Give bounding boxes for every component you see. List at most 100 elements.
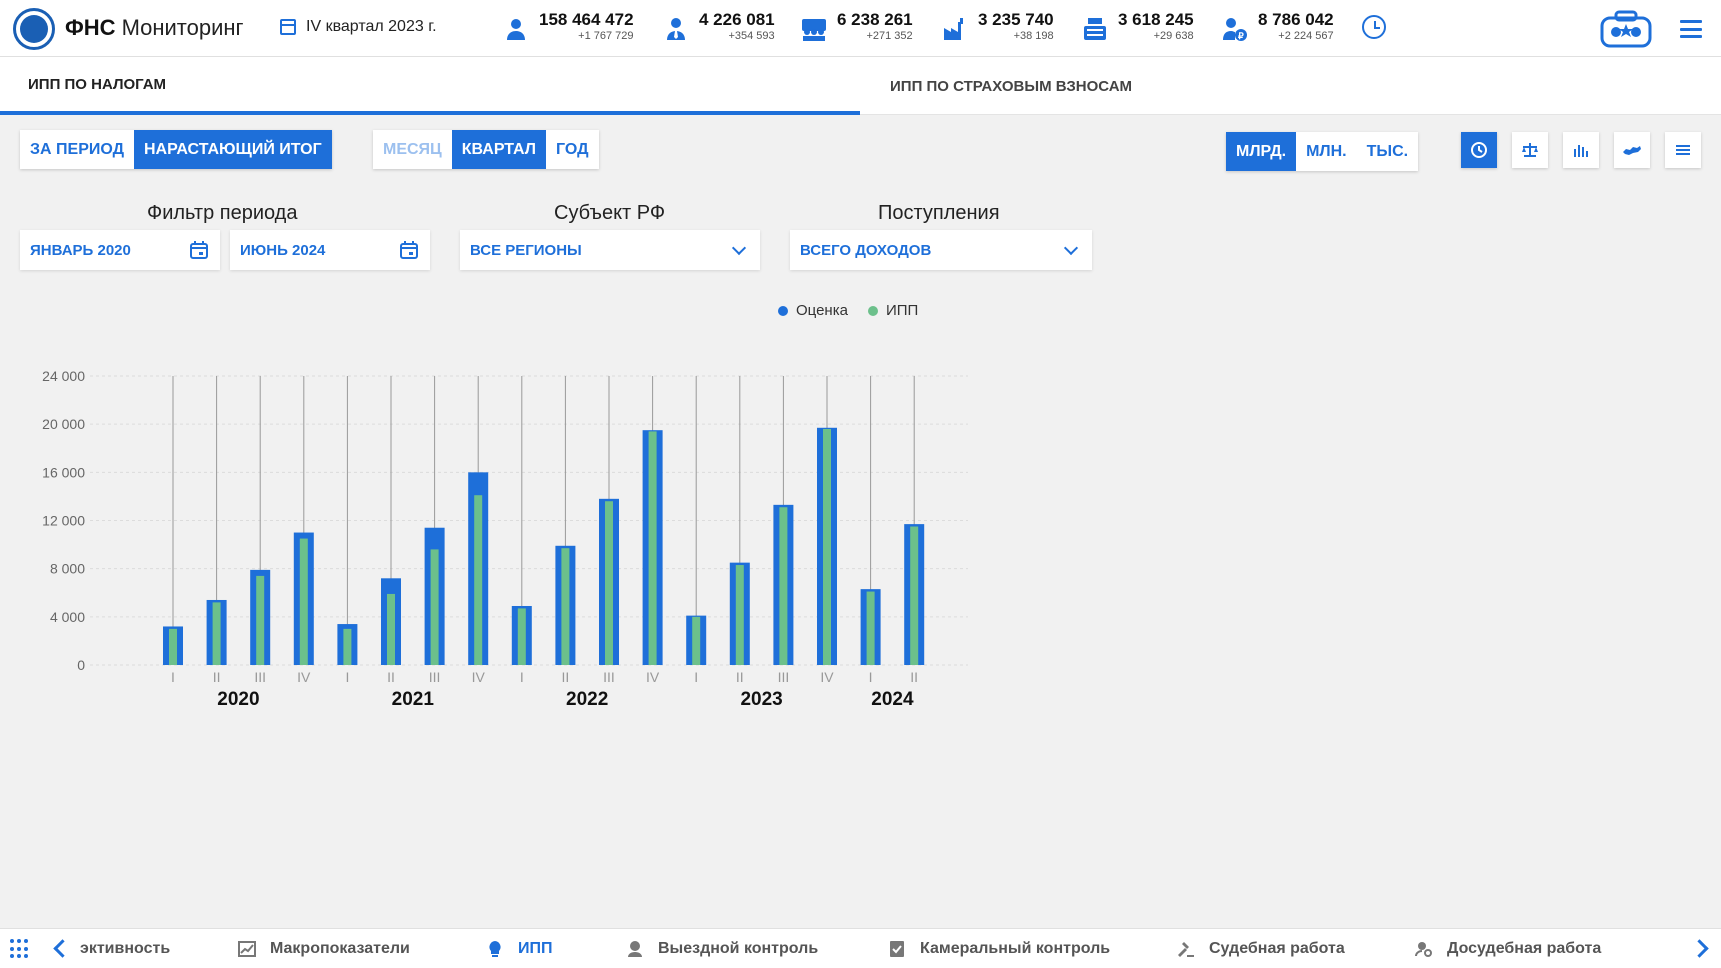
calendar-icon: [280, 19, 296, 35]
legend-label: ИПП: [885, 302, 919, 319]
russia-map-icon: [1623, 146, 1641, 155]
scroll-left-icon[interactable]: [53, 939, 72, 958]
y-tick-label: 24 000: [42, 368, 85, 384]
period-to-value: ИЮНЬ 2024: [240, 241, 326, 259]
legend-item-ipp[interactable]: ИПП: [867, 302, 919, 319]
brand-bold: ФНС: [65, 15, 116, 40]
nav-label: Макропоказатели: [270, 940, 410, 957]
year-label: 2020: [217, 689, 259, 710]
y-tick-label: 12 000: [42, 513, 85, 529]
mode-toggle: ЗА ПЕРИОД НАРАСТАЮЩИЙ ИТОГ: [20, 130, 332, 169]
x-tick-label: I: [694, 669, 698, 685]
nav-desk-control[interactable]: Камеральный контроль: [888, 929, 1110, 968]
stat-delta: +1 767 729: [578, 30, 634, 42]
x-tick-label: II: [736, 669, 744, 685]
bar-ipp: [387, 593, 395, 665]
stat-self-employed[interactable]: ₽ 8 786 042 +2 224 567: [1222, 10, 1334, 48]
period-from-field[interactable]: ЯНВАРЬ 2020: [20, 230, 220, 270]
nav-ipp[interactable]: ИПП: [486, 929, 553, 968]
person-tie-icon: [667, 18, 685, 40]
location-person-icon: [628, 941, 642, 957]
nav-pretrial[interactable]: Досудебная работа: [1415, 929, 1601, 968]
map-button[interactable]: [1614, 132, 1650, 168]
legend-item-estimate[interactable]: Оценка: [778, 302, 848, 319]
x-tick-label: III: [429, 669, 441, 685]
stat-value: 3 618 245: [1118, 10, 1194, 29]
year-label: 2023: [740, 689, 782, 710]
robot-assistant-icon[interactable]: [1598, 10, 1654, 48]
cumulative-button[interactable]: НАРАСТАЮЩИЙ ИТОГ: [134, 130, 332, 169]
bar-ipp: [474, 495, 483, 665]
bar-ipp: [517, 608, 526, 665]
x-tick-label: I: [171, 669, 175, 685]
x-tick-label: I: [520, 669, 524, 685]
stat-delta: +354 593: [728, 30, 775, 42]
for-period-button[interactable]: ЗА ПЕРИОД: [20, 130, 134, 169]
bar-chart-button[interactable]: [1563, 132, 1599, 168]
report-period-label: IV квартал 2023 г.: [306, 18, 437, 35]
income-select-value: ВСЕГО ДОХОДОВ: [800, 241, 932, 259]
period-filter-label: Фильтр периода: [147, 202, 298, 224]
bar-ipp: [430, 549, 439, 665]
bar-ipp: [823, 428, 831, 665]
clock-icon[interactable]: [1362, 15, 1386, 39]
stat-cash-registers[interactable]: 3 618 245 +29 638: [1082, 10, 1194, 48]
period-to-field[interactable]: ИЮНЬ 2024: [230, 230, 430, 270]
nav-court[interactable]: Судебная работа: [1177, 929, 1345, 968]
x-tick-label: IV: [820, 669, 834, 685]
bar-ipp: [256, 575, 265, 665]
tab-ipp-insurance[interactable]: ИПП ПО СТРАХОВЫМ ВЗНОСАМ: [890, 77, 1133, 95]
scales-icon: [1522, 143, 1538, 157]
x-tick-label: III: [778, 669, 790, 685]
x-tick-label: III: [254, 669, 266, 685]
checklist-icon: [890, 941, 904, 957]
month-button[interactable]: МЕСЯЦ: [373, 130, 452, 169]
x-tick-label: IV: [646, 669, 660, 685]
income-select[interactable]: ВСЕГО ДОХОДОВ: [790, 230, 1092, 270]
y-tick-label: 0: [77, 657, 85, 673]
year-button[interactable]: ГОД: [546, 130, 599, 169]
stat-entrepreneurs[interactable]: 4 226 081 +354 593: [663, 10, 775, 48]
bar-ipp: [343, 628, 352, 665]
nav-label: Выездной контроль: [658, 940, 819, 957]
x-tick-label: II: [213, 669, 221, 685]
granularity-toggle: МЕСЯЦ КВАРТАЛ ГОД: [373, 130, 599, 169]
cash-register-icon: [1084, 18, 1106, 40]
thousands-button[interactable]: ТЫС.: [1356, 132, 1419, 171]
year-label: 2024: [871, 689, 914, 710]
stat-individuals[interactable]: 158 464 472 +1 767 729: [503, 10, 634, 48]
bar-chart-icon: [1574, 145, 1588, 157]
hamburger-menu-icon[interactable]: [1680, 20, 1702, 38]
region-select[interactable]: ВСЕ РЕГИОНЫ: [460, 230, 760, 270]
stat-delta: +38 198: [1013, 30, 1054, 42]
bar-ipp: [866, 591, 875, 665]
fns-logo-icon[interactable]: [13, 8, 55, 50]
bar-ipp: [692, 616, 701, 665]
bar-ipp: [561, 548, 570, 665]
quarter-button[interactable]: КВАРТАЛ: [451, 130, 547, 169]
stat-groups[interactable]: 6 238 261 +271 352: [801, 10, 913, 48]
stat-organizations[interactable]: 3 235 740 +38 198: [942, 10, 1054, 48]
nav-field-control[interactable]: Выездной контроль: [626, 929, 818, 968]
nav-efficiency[interactable]: эктивность: [80, 929, 170, 968]
table-button[interactable]: [1665, 132, 1701, 168]
bar-ipp: [169, 628, 177, 665]
millions-button[interactable]: МЛН.: [1296, 132, 1357, 171]
apps-grid-icon[interactable]: [10, 939, 30, 959]
history-button[interactable]: [1461, 132, 1497, 168]
region-filter-label: Субъект РФ: [554, 202, 666, 224]
report-period[interactable]: IV квартал 2023 г.: [280, 18, 437, 36]
billions-button[interactable]: МЛРД.: [1226, 132, 1297, 171]
tab-ipp-taxes[interactable]: ИПП ПО НАЛОГАМ: [0, 57, 860, 115]
scroll-right-icon[interactable]: [1690, 939, 1709, 958]
line-chart-icon: [238, 941, 256, 957]
nav-label: Камеральный контроль: [920, 940, 1111, 957]
app-title: ФНС Мониторинг: [65, 15, 244, 41]
nav-macro[interactable]: Макропоказатели: [238, 929, 410, 968]
stat-value: 6 238 261: [837, 10, 913, 29]
x-tick-label: II: [910, 669, 918, 685]
scales-button[interactable]: [1512, 132, 1548, 168]
group-icon: [802, 19, 826, 41]
chart-legend: Оценка ИПП: [778, 302, 918, 319]
